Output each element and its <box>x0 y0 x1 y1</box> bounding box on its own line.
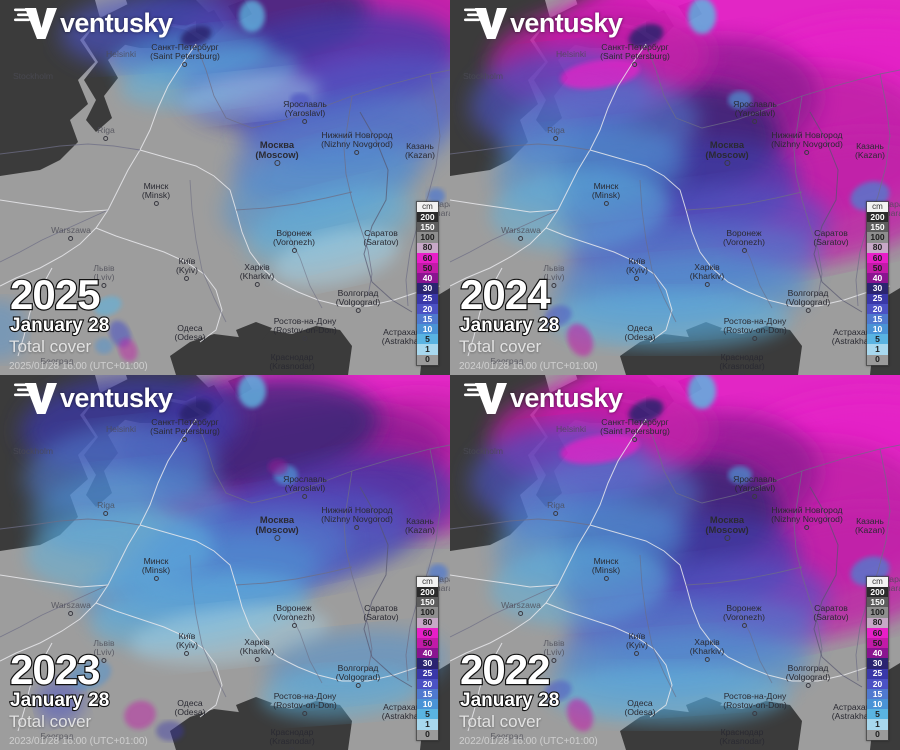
snow-cover-map-2025 <box>0 0 450 375</box>
legend-stop-60: 60 <box>417 252 438 263</box>
legend-stop-60: 60 <box>417 627 438 638</box>
legend-unit: cm <box>867 202 888 212</box>
legend-stop-60: 60 <box>867 627 888 638</box>
legend-stop-5: 5 <box>867 334 888 345</box>
panel-2022[interactable]: Stockholm Helsinki Санкт-Петербург (Saint… <box>450 375 900 750</box>
legend-stop-20: 20 <box>417 303 438 314</box>
panel-2024[interactable]: Stockholm Helsinki Санкт-Петербург (Saint… <box>450 0 900 375</box>
legend-stop-15: 15 <box>867 313 888 325</box>
legend-stop-50: 50 <box>867 637 888 649</box>
legend-stop-40: 40 <box>867 273 888 284</box>
snow-depth-legend[interactable]: cm 200 150 100 80 60 50 40 30 25 20 15 10 5 1 0 <box>866 576 889 741</box>
snow-cover-field <box>470 0 900 357</box>
snow-depth-legend[interactable]: cm 200 150 100 80 60 50 40 30 25 20 15 10 5 1 0 <box>416 201 439 366</box>
legend-stop-1: 1 <box>867 719 888 730</box>
legend-stop-15: 15 <box>867 688 888 700</box>
legend-stop-200: 200 <box>417 212 438 223</box>
legend-stop-60: 60 <box>867 252 888 263</box>
legend-stop-10: 10 <box>867 699 888 710</box>
legend-stop-40: 40 <box>417 648 438 659</box>
legend-unit: cm <box>417 202 438 212</box>
legend-stop-200: 200 <box>417 587 438 598</box>
legend-stop-30: 30 <box>417 658 438 669</box>
snow-cover-field <box>20 375 450 741</box>
snow-cover-map-2023 <box>0 375 450 750</box>
legend-stop-150: 150 <box>417 222 438 233</box>
legend-stop-5: 5 <box>417 709 438 720</box>
legend-stop-100: 100 <box>867 607 888 618</box>
legend-stop-0: 0 <box>417 729 438 740</box>
legend-stop-0: 0 <box>867 729 888 740</box>
legend-stop-5: 5 <box>867 709 888 720</box>
legend-stop-80: 80 <box>867 617 888 628</box>
legend-stop-20: 20 <box>867 303 888 314</box>
legend-stop-1: 1 <box>867 344 888 355</box>
panel-2023[interactable]: Stockholm Helsinki Санкт-Петербург (Saint… <box>0 375 450 750</box>
legend-stop-100: 100 <box>417 607 438 618</box>
legend-stop-50: 50 <box>867 262 888 274</box>
snow-cover-field <box>470 375 900 732</box>
legend-stop-10: 10 <box>867 324 888 335</box>
legend-stop-100: 100 <box>867 232 888 243</box>
legend-stop-0: 0 <box>867 354 888 365</box>
legend-stop-40: 40 <box>867 648 888 659</box>
legend-stop-20: 20 <box>867 678 888 689</box>
legend-stop-30: 30 <box>867 283 888 294</box>
legend-stop-1: 1 <box>417 719 438 730</box>
legend-stop-80: 80 <box>867 242 888 253</box>
legend-stop-200: 200 <box>867 212 888 223</box>
legend-unit: cm <box>867 577 888 587</box>
legend-stop-25: 25 <box>417 668 438 679</box>
legend-stop-40: 40 <box>417 273 438 284</box>
legend-stop-80: 80 <box>417 617 438 628</box>
snow-cover-map-2022 <box>450 375 900 750</box>
snow-depth-legend[interactable]: cm 200 150 100 80 60 50 40 30 25 20 15 10 5 1 0 <box>416 576 439 741</box>
snow-depth-legend[interactable]: cm 200 150 100 80 60 50 40 30 25 20 15 10 5 1 0 <box>866 201 889 366</box>
legend-stop-30: 30 <box>417 283 438 294</box>
legend-stop-5: 5 <box>417 334 438 345</box>
legend-stop-150: 150 <box>867 597 888 608</box>
snow-cover-field <box>0 0 450 362</box>
legend-stop-200: 200 <box>867 587 888 598</box>
legend-stop-50: 50 <box>417 262 438 274</box>
legend-stop-15: 15 <box>417 688 438 700</box>
legend-stop-150: 150 <box>417 597 438 608</box>
panel-2025[interactable]: Stockholm Helsinki Санкт-Петербург (Saint… <box>0 0 450 375</box>
legend-unit: cm <box>417 577 438 587</box>
snow-cover-map-2024 <box>450 0 900 375</box>
legend-stop-80: 80 <box>417 242 438 253</box>
legend-stop-15: 15 <box>417 313 438 325</box>
legend-stop-1: 1 <box>417 344 438 355</box>
legend-stop-150: 150 <box>867 222 888 233</box>
legend-stop-25: 25 <box>867 668 888 679</box>
legend-stop-0: 0 <box>417 354 438 365</box>
legend-stop-50: 50 <box>417 637 438 649</box>
legend-stop-30: 30 <box>867 658 888 669</box>
legend-stop-25: 25 <box>867 293 888 304</box>
legend-stop-10: 10 <box>417 324 438 335</box>
legend-stop-100: 100 <box>417 232 438 243</box>
legend-stop-20: 20 <box>417 678 438 689</box>
legend-stop-10: 10 <box>417 699 438 710</box>
legend-stop-25: 25 <box>417 293 438 304</box>
